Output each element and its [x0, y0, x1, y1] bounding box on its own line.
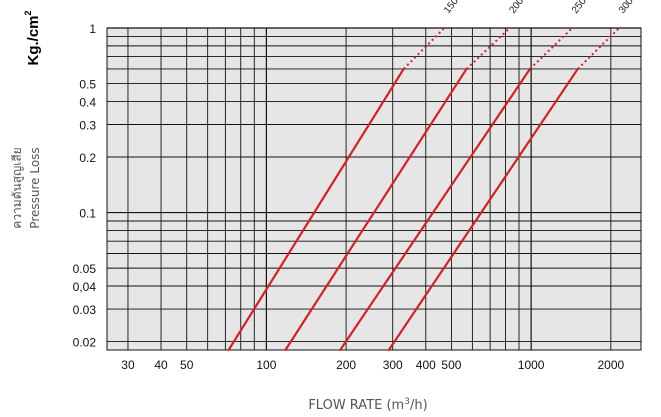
x-axis-label-end: /h)	[410, 398, 428, 413]
plot-background	[107, 28, 641, 350]
series-label-250: 250	[570, 0, 589, 16]
x-tick-labels: 30 40 50 100 200 300 400 500 1000 2000	[121, 358, 624, 372]
x-tick-label: 400	[416, 358, 436, 372]
series-label-200: 200	[507, 0, 526, 16]
series-label-300: 300	[617, 0, 636, 16]
y-tick-label: 0.05	[73, 262, 97, 276]
y-unit-label: Kg./cm2	[23, 10, 42, 65]
x-tick-label: 50	[180, 358, 194, 372]
x-tick-label: 300	[383, 358, 403, 372]
y-tick-label: 0.02	[73, 336, 97, 350]
x-tick-label: 40	[154, 358, 168, 372]
y-axis-label-thai: ความดันสูญเสีย	[10, 147, 25, 228]
x-axis-label-exponent: 3	[404, 397, 410, 407]
y-unit-exponent: 2	[23, 10, 33, 15]
y-tick-labels: 1 0.5 0.4 0.3 0.2 0.1 0.05 0,04 0.03 0.02	[73, 22, 97, 350]
y-tick-label: 0.3	[79, 119, 96, 133]
series-line-150	[227, 67, 405, 352]
y-tick-label: 1	[89, 22, 96, 36]
series-lines	[227, 27, 620, 352]
y-tick-label: 0.5	[79, 78, 96, 92]
series-labels: 150 200 250 300	[442, 0, 636, 16]
x-tick-label: 2000	[597, 358, 624, 372]
plot-frame	[106, 27, 642, 351]
series-line-250	[339, 67, 532, 352]
y-tick-label: 0.2	[79, 151, 96, 165]
y-tick-label: 0.4	[79, 95, 96, 109]
y-tick-label: 0.1	[79, 207, 96, 221]
x-axis-label-main: FLOW RATE (m	[308, 398, 404, 413]
y-tick-label: 0,04	[73, 280, 97, 294]
x-tick-label: 30	[121, 358, 135, 372]
x-axis-label: FLOW RATE (m3/h)	[308, 397, 427, 413]
series-line-300	[387, 67, 579, 352]
y-axis-label: Pressure Loss	[28, 147, 42, 228]
y-tick-label: 0.03	[73, 303, 97, 317]
x-tick-label: 200	[336, 358, 356, 372]
x-tick-label: 1000	[518, 358, 545, 372]
x-tick-label: 100	[256, 358, 276, 372]
series-line-200	[284, 67, 468, 352]
x-tick-label: 500	[441, 358, 461, 372]
y-unit-text: Kg./cm	[25, 16, 42, 66]
series-label-150: 150	[442, 0, 461, 16]
